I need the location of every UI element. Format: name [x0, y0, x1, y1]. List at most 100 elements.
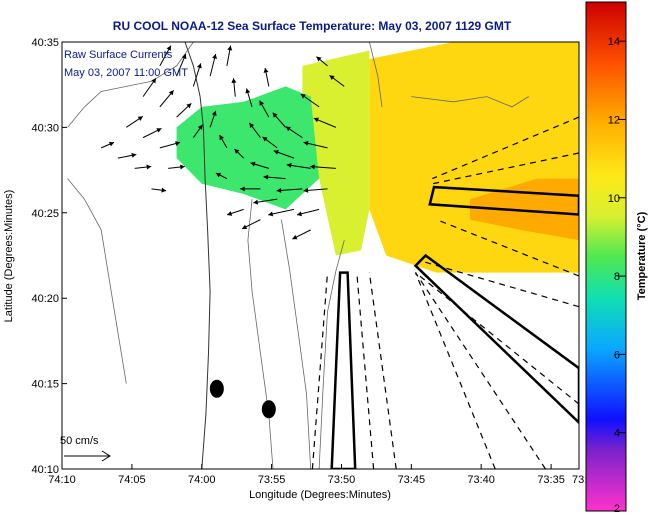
- dashed-line-3: [368, 272, 397, 469]
- current-vector: [126, 115, 144, 128]
- scale-arrow: [64, 450, 111, 462]
- colorbar-tick-label: 12: [608, 114, 620, 126]
- current-vector: [142, 77, 157, 97]
- y-tick-label: 40:15: [31, 379, 59, 391]
- current-vector: [313, 117, 337, 128]
- current-vector: [263, 67, 270, 87]
- current-vector: [316, 56, 328, 67]
- y-tick-label: 40:20: [31, 293, 59, 305]
- x-tick-label: 73:50: [328, 474, 356, 486]
- coastline-6: [369, 42, 383, 107]
- current-vector: [226, 208, 244, 216]
- current-vector: [245, 88, 253, 108]
- current-vector: [250, 161, 269, 169]
- station-marker-1: [209, 379, 224, 398]
- colorbar-tick-label: 6: [614, 349, 620, 361]
- current-vector: [268, 208, 295, 217]
- current-vector: [241, 219, 261, 230]
- current-vector: [209, 110, 217, 128]
- x-tick-label: 74:05: [118, 474, 146, 486]
- station-markers: [209, 379, 276, 419]
- dashed-line-10: [432, 116, 579, 180]
- coastline-8: [67, 178, 127, 384]
- coastline-4: [67, 42, 194, 128]
- current-vector: [176, 102, 192, 118]
- y-ticks: 40:10 40:15 40:20 40:25 40:30 40:35: [31, 37, 67, 476]
- colorbar: [585, 1, 627, 512]
- current-vector: [253, 198, 278, 205]
- current-vector: [329, 74, 345, 87]
- legend-line-1: Raw Surface Currents: [64, 49, 173, 61]
- current-vector: [276, 187, 303, 193]
- colorbar-ticks: 2 4 6 8 10 12 14: [608, 36, 626, 515]
- sampling-box-1: [330, 271, 357, 469]
- scale-arrow-label: 50 cm/s: [60, 435, 99, 447]
- colorbar-tick-label: 4: [614, 428, 620, 440]
- current-vector: [100, 141, 115, 149]
- current-vector: [176, 53, 187, 77]
- current-vector: [192, 124, 203, 138]
- x-ticks: 74:10 74:05 74:00 73:55 73:50 73:45 73:40 73:35…: [48, 464, 593, 486]
- x-tick-label: 73:55: [258, 474, 286, 486]
- current-vector: [215, 172, 228, 180]
- dashed-survey-lines: [311, 116, 579, 469]
- chart-title: RU COOL NOAA-12 Sea Surface Temperature:…: [113, 19, 512, 33]
- current-vector: [142, 127, 162, 139]
- x-tick-label: 74:00: [188, 474, 216, 486]
- sst-patch-warm-offshore: [369, 42, 579, 273]
- current-vector: [300, 93, 320, 108]
- current-vector: [292, 229, 311, 240]
- current-vector: [248, 122, 261, 138]
- current-vector: [286, 162, 311, 169]
- current-vector: [117, 152, 137, 159]
- coastline-1: [184, 42, 211, 469]
- current-vector: [240, 186, 261, 192]
- colorbar-tick-label: 14: [608, 36, 620, 48]
- current-vector: [310, 164, 336, 170]
- coastline-2: [247, 199, 274, 469]
- colorbar-tick-label: 8: [614, 271, 620, 283]
- current-vector: [231, 78, 237, 97]
- current-vector: [159, 141, 181, 149]
- current-vector: [234, 148, 245, 159]
- current-vector: [296, 208, 320, 217]
- current-vector: [209, 53, 217, 77]
- dashed-line-4: [414, 272, 496, 469]
- plot-frame: [61, 41, 580, 470]
- current-vector: [151, 187, 167, 193]
- current-vector: [159, 90, 175, 108]
- x-tick-label: 73:35: [537, 474, 565, 486]
- sampling-box-3: [413, 253, 579, 425]
- sst-patch-mid-yellow: [302, 50, 370, 256]
- x-tick-label: 74:10: [48, 474, 76, 486]
- current-vector: [219, 134, 228, 149]
- current-vectors: [100, 45, 345, 240]
- dashed-line-6: [415, 272, 579, 405]
- current-vector: [226, 45, 233, 66]
- colorbar-tick-label: 10: [608, 193, 620, 205]
- current-vector: [259, 100, 270, 118]
- current-vector: [285, 126, 303, 139]
- current-vector: [159, 45, 172, 67]
- sampling-box-2: [428, 185, 579, 216]
- y-tick-label: 40:10: [31, 464, 59, 476]
- current-vector: [134, 164, 152, 170]
- y-tick-label: 40:25: [31, 208, 59, 220]
- sampling-boxes: [330, 185, 579, 469]
- current-vector: [262, 136, 278, 149]
- x-tick-label: 73:45: [398, 474, 426, 486]
- y-axis-label: Latitude (Degrees:Minutes): [3, 190, 15, 323]
- y-tick-label: 40:30: [31, 122, 59, 134]
- current-vector: [168, 164, 185, 170]
- legend-line-2: May 03, 2007 11:00 GMT: [64, 67, 188, 79]
- coastline-7: [411, 96, 529, 108]
- coastlines: [67, 42, 529, 469]
- colorbar-tick-label: 2: [614, 503, 620, 515]
- current-vector: [273, 149, 295, 159]
- dashed-line-9: [432, 152, 579, 185]
- coastline-3: [281, 219, 312, 469]
- current-vector: [303, 140, 328, 149]
- x-axis-label: Longitude (Degrees:Minutes): [249, 489, 391, 501]
- current-vector: [263, 174, 286, 180]
